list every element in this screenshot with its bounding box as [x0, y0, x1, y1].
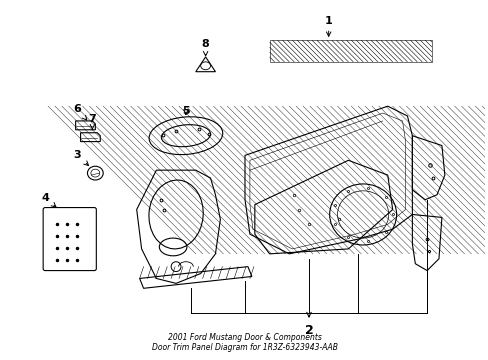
Text: 5: 5 — [182, 106, 189, 116]
Bar — [269, 40, 431, 62]
Text: 3: 3 — [74, 150, 88, 166]
Text: 2001 Ford Mustang Door & Components
Door Trim Panel Diagram for 1R3Z-6323943-AAB: 2001 Ford Mustang Door & Components Door… — [151, 333, 337, 352]
Text: 7: 7 — [88, 114, 96, 130]
Text: 6: 6 — [74, 104, 86, 120]
Text: 4: 4 — [41, 193, 56, 207]
Text: 2: 2 — [304, 324, 313, 337]
Text: 8: 8 — [202, 39, 209, 56]
Text: 1: 1 — [324, 15, 332, 36]
